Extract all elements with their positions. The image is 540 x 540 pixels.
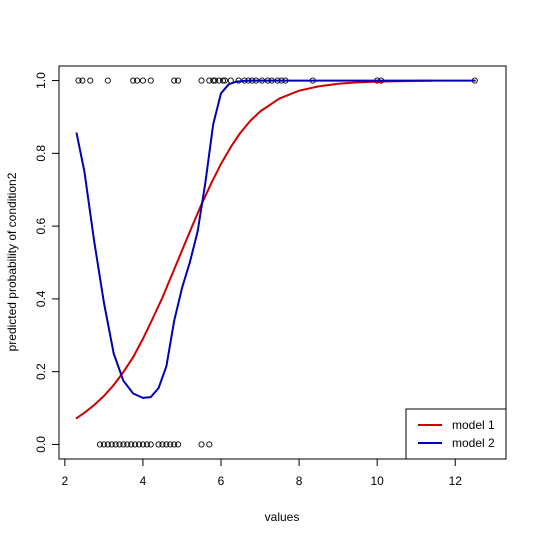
observation-point-y0 <box>128 441 135 448</box>
observation-point-y0 <box>132 441 139 448</box>
y-tick-label: 1.0 <box>34 72 48 89</box>
observation-point-y0 <box>171 441 178 448</box>
observation-point-y1 <box>134 77 141 84</box>
y-tick-label: 0.8 <box>34 145 48 162</box>
observation-point-y0 <box>163 441 170 448</box>
x-tick-label: 12 <box>449 474 463 488</box>
series-line-model-2 <box>75 79 476 399</box>
observation-point-y0 <box>124 441 131 448</box>
observation-point-y1 <box>79 77 86 84</box>
x-tick-label: 2 <box>62 474 69 488</box>
observation-point-y1 <box>139 77 146 84</box>
legend-label-model-1: model 1 <box>452 418 495 432</box>
legend-box <box>405 408 507 460</box>
observation-point-y0 <box>139 441 146 448</box>
observation-point-y0 <box>147 441 154 448</box>
observation-point-y1 <box>104 77 111 84</box>
y-tick-label: 0.6 <box>34 217 48 234</box>
x-tick-label: 8 <box>296 474 303 488</box>
observation-point-y0 <box>159 441 166 448</box>
y-axis: 0.0 0.2 0.4 0.6 0.8 1.0 <box>34 72 60 453</box>
observation-point-y1 <box>75 77 82 84</box>
observation-point-y0 <box>100 441 107 448</box>
series-line-model-1 <box>75 79 433 420</box>
observation-point-y1 <box>219 77 227 84</box>
series-lines <box>75 79 476 420</box>
y-tick-label: 0.0 <box>34 436 48 453</box>
observation-point-y1 <box>198 77 205 84</box>
observation-point-y1 <box>221 77 228 84</box>
observation-point-y0 <box>143 441 150 448</box>
x-axis: 2 4 6 8 10 12 <box>62 458 463 488</box>
observation-point-y1 <box>147 77 154 84</box>
observation-point-y0 <box>116 441 123 448</box>
x-tick-label: 6 <box>218 474 225 488</box>
observation-point-y1 <box>210 77 217 84</box>
x-tick-label: 4 <box>140 474 147 488</box>
x-tick-label: 10 <box>370 474 384 488</box>
y-axis-label: predicted probability of condition2 <box>5 172 19 351</box>
observation-point-y1 <box>206 77 213 84</box>
observation-point-y0 <box>120 441 127 448</box>
observation-point-y1 <box>175 77 182 84</box>
observation-point-y1 <box>130 77 137 84</box>
observation-point-y0 <box>104 441 111 448</box>
observation-point-y1 <box>87 77 94 84</box>
observation-point-y0 <box>112 441 119 448</box>
observation-point-y0 <box>96 441 104 448</box>
y-tick-label: 0.2 <box>34 363 48 380</box>
observation-point-y0 <box>198 441 205 448</box>
observation-point-y1 <box>212 77 219 84</box>
observation-point-y0 <box>167 441 174 448</box>
observation-point-y0 <box>108 441 115 448</box>
observation-point-y0 <box>155 441 162 448</box>
observation-point-y1 <box>216 77 223 84</box>
legend-label-model-2: model 2 <box>452 436 495 450</box>
observation-point-y0 <box>175 441 182 448</box>
observation-point-y1 <box>171 77 178 84</box>
x-axis-label: values <box>265 510 300 524</box>
observation-point-y0 <box>206 441 213 448</box>
legend: model 1 model 2 <box>405 408 507 460</box>
y-tick-label: 0.4 <box>34 290 48 307</box>
observation-point-y0 <box>135 441 143 448</box>
